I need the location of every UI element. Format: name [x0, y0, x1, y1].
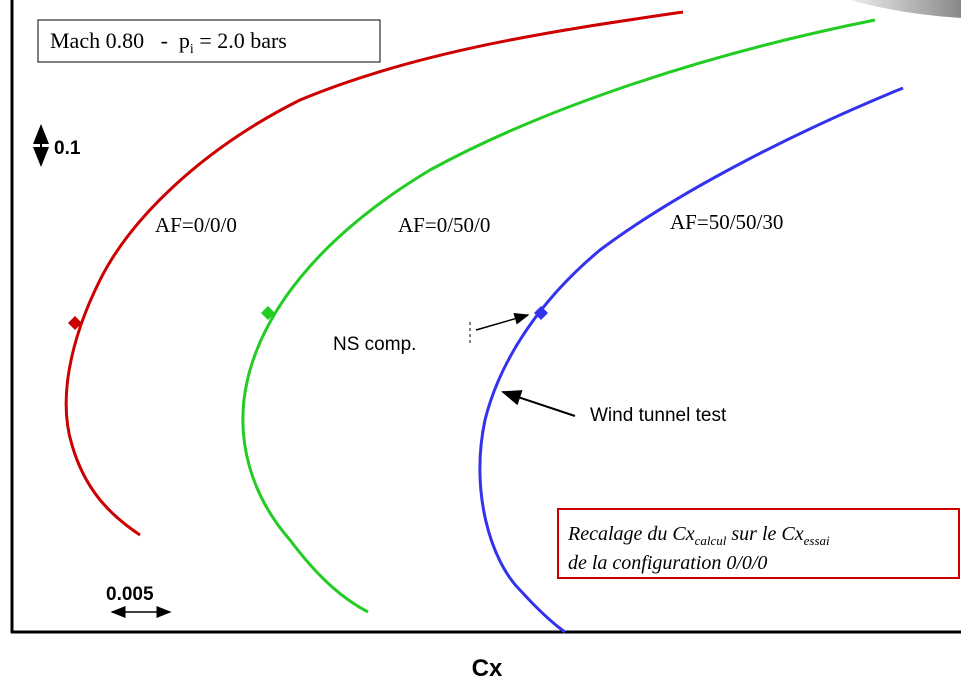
wind-arrow — [503, 392, 575, 416]
note-subscript: calcul — [695, 533, 727, 548]
corner-image — [850, 0, 961, 18]
curve-label: AF=50/50/30 — [670, 210, 783, 234]
condition-text: Mach 0.80 - pi = 2.0 bars — [50, 28, 287, 57]
x-axis-label: Cx — [472, 655, 503, 682]
note-text: Recalage du Cx — [567, 523, 695, 545]
ns-label: NS comp. — [333, 334, 416, 355]
note-subscript: essai — [804, 533, 830, 548]
wind-label: Wind tunnel test — [590, 405, 727, 426]
figure: Mach 0.80 - pi = 2.0 bars AF=0/0/0 AF=0/… — [0, 0, 961, 683]
ns-arrow — [476, 315, 528, 330]
condition-prefix: Mach 0.80 - p — [50, 28, 190, 53]
curve-label: AF=0/0/0 — [155, 213, 237, 237]
note-text: sur le Cx — [726, 523, 803, 545]
curve-red — [66, 12, 683, 535]
scale-horizontal-label: 0.005 — [106, 584, 154, 605]
curve-label: AF=0/50/0 — [398, 213, 490, 237]
note-line: de la configuration 0/0/0 — [568, 552, 767, 574]
condition-suffix: = 2.0 bars — [194, 28, 287, 53]
scale-vertical-label: 0.1 — [54, 138, 81, 159]
